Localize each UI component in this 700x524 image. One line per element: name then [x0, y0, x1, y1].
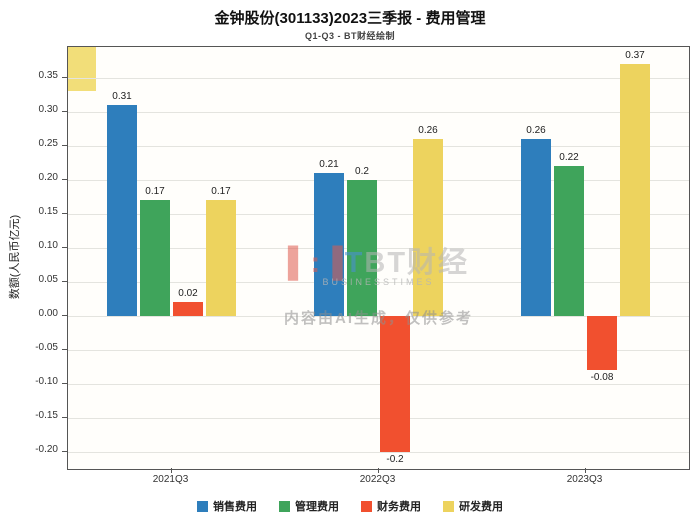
legend-item-研发费用: 研发费用 — [443, 498, 503, 514]
y-tick-mark — [62, 451, 67, 452]
bar-value-label: 0.2 — [355, 165, 369, 177]
bar-value-label: 0.26 — [418, 124, 438, 136]
chart-subtitle: Q1-Q3 - BT财经绘制 — [304, 31, 395, 41]
x-tick-label: 2021Q3 — [152, 474, 189, 485]
x-tick-mark — [170, 468, 172, 473]
watermark-logo-red: ▌:▐ — [287, 247, 345, 279]
legend-swatch — [361, 500, 372, 512]
y-tick-mark — [62, 144, 67, 146]
gridline — [68, 247, 689, 249]
x-tick-label: 2022Q3 — [359, 474, 396, 485]
bar-value-label: 0.02 — [178, 288, 198, 300]
watermark-logo: ▌:▐TBT财经 — [68, 239, 689, 281]
bar-value-label: 0.17 — [145, 186, 165, 198]
y-tick-label: 0.15 — [38, 205, 58, 217]
bar-财务费用-2022Q3 — [380, 315, 410, 452]
legend-label: 销售费用 — [213, 501, 257, 513]
bar-value-label: -0.2 — [386, 454, 404, 465]
gridline — [68, 281, 689, 283]
gridline — [68, 315, 689, 317]
y-tick-mark — [62, 314, 67, 316]
bar-研发费用-2022Q3 — [413, 138, 443, 316]
legend-item-销售费用: 销售费用 — [197, 498, 257, 514]
y-tick-label: 0.20 — [38, 171, 58, 183]
bar-管理费用-2022Q3 — [347, 179, 377, 316]
gridline — [68, 213, 689, 215]
legend: 销售费用 管理费用 财务费用 研发费用 — [0, 498, 700, 514]
watermark-logo-text: BT财经 — [364, 247, 470, 279]
legend-item-管理费用: 管理费用 — [279, 498, 339, 514]
plot-area: ▌:▐TBT财经 BUSINESSTIMES 内容由AI生成，仅供参考 0.31… — [67, 46, 690, 470]
y-tick-label: -0.20 — [35, 444, 58, 455]
y-tick-mark — [62, 246, 67, 248]
bar-销售费用-2022Q3 — [314, 172, 344, 316]
bar-value-label: 0.17 — [211, 186, 231, 198]
bar-value-label: 0.21 — [319, 158, 339, 170]
y-tick-label: -0.10 — [35, 375, 58, 387]
bar-研发费用-2023Q3 — [620, 64, 650, 316]
watermark-logo-blue: T — [344, 247, 365, 279]
gridline — [68, 77, 689, 79]
bar-value-label: 0.26 — [526, 124, 546, 136]
gridline — [68, 349, 689, 351]
watermark-businesstimes: BUSINESSTIMES — [322, 277, 435, 287]
gridline — [68, 111, 689, 113]
y-tick-label: 0.05 — [38, 273, 58, 285]
y-tick-label: 0.25 — [38, 137, 58, 149]
y-tick-label: 0.35 — [38, 69, 58, 81]
gridline — [68, 145, 689, 147]
legend-label: 管理费用 — [295, 501, 339, 513]
watermark-ai-notice: 内容由AI生成，仅供参考 — [283, 310, 473, 327]
bar-管理费用-2021Q3 — [140, 200, 170, 316]
x-tick-label: 2023Q3 — [566, 474, 603, 485]
bar-研发费用-2021Q3 — [206, 200, 236, 316]
y-tick-mark — [62, 348, 67, 350]
bar-value-label: 0.22 — [559, 152, 579, 164]
y-tick-label: -0.15 — [35, 410, 58, 421]
y-tick-label: 0.10 — [38, 239, 58, 251]
y-tick-label: 0.30 — [38, 103, 58, 115]
y-tick-mark — [62, 417, 67, 418]
gridline — [68, 452, 689, 453]
bar-value-label: 0.37 — [625, 50, 645, 61]
legend-item-财务费用: 财务费用 — [361, 498, 421, 514]
legend-swatch — [279, 500, 290, 512]
bar-value-label: 0.31 — [112, 90, 132, 102]
legend-label: 财务费用 — [377, 501, 421, 513]
y-tick-label: -0.05 — [35, 341, 58, 353]
legend-swatch — [197, 500, 208, 512]
y-tick-mark — [62, 178, 67, 180]
chart-title: 金钟股份(301133)2023三季报 - 费用管理 — [214, 10, 486, 27]
legend-swatch — [443, 500, 454, 512]
y-axis-title: 数额(人民币亿元) — [9, 214, 21, 300]
y-tick-mark — [62, 110, 67, 112]
bar-value-label: -0.08 — [590, 372, 614, 384]
bar-销售费用-2023Q3 — [521, 138, 551, 316]
gridline — [68, 418, 689, 419]
gridline — [68, 383, 689, 385]
y-tick-mark — [62, 280, 67, 282]
gridline — [68, 179, 689, 181]
bar-财务费用-2021Q3 — [173, 302, 203, 316]
y-tick-mark — [62, 76, 67, 78]
x-tick-mark — [377, 468, 379, 473]
plot-corner-accent — [68, 47, 96, 91]
y-tick-label: 0.00 — [38, 307, 58, 319]
bar-管理费用-2023Q3 — [554, 166, 584, 316]
bar-销售费用-2021Q3 — [107, 104, 137, 316]
x-tick-mark — [584, 468, 586, 473]
y-tick-mark — [62, 382, 67, 384]
legend-label: 研发费用 — [459, 501, 503, 513]
y-tick-mark — [62, 212, 67, 214]
bar-财务费用-2023Q3 — [587, 315, 617, 371]
